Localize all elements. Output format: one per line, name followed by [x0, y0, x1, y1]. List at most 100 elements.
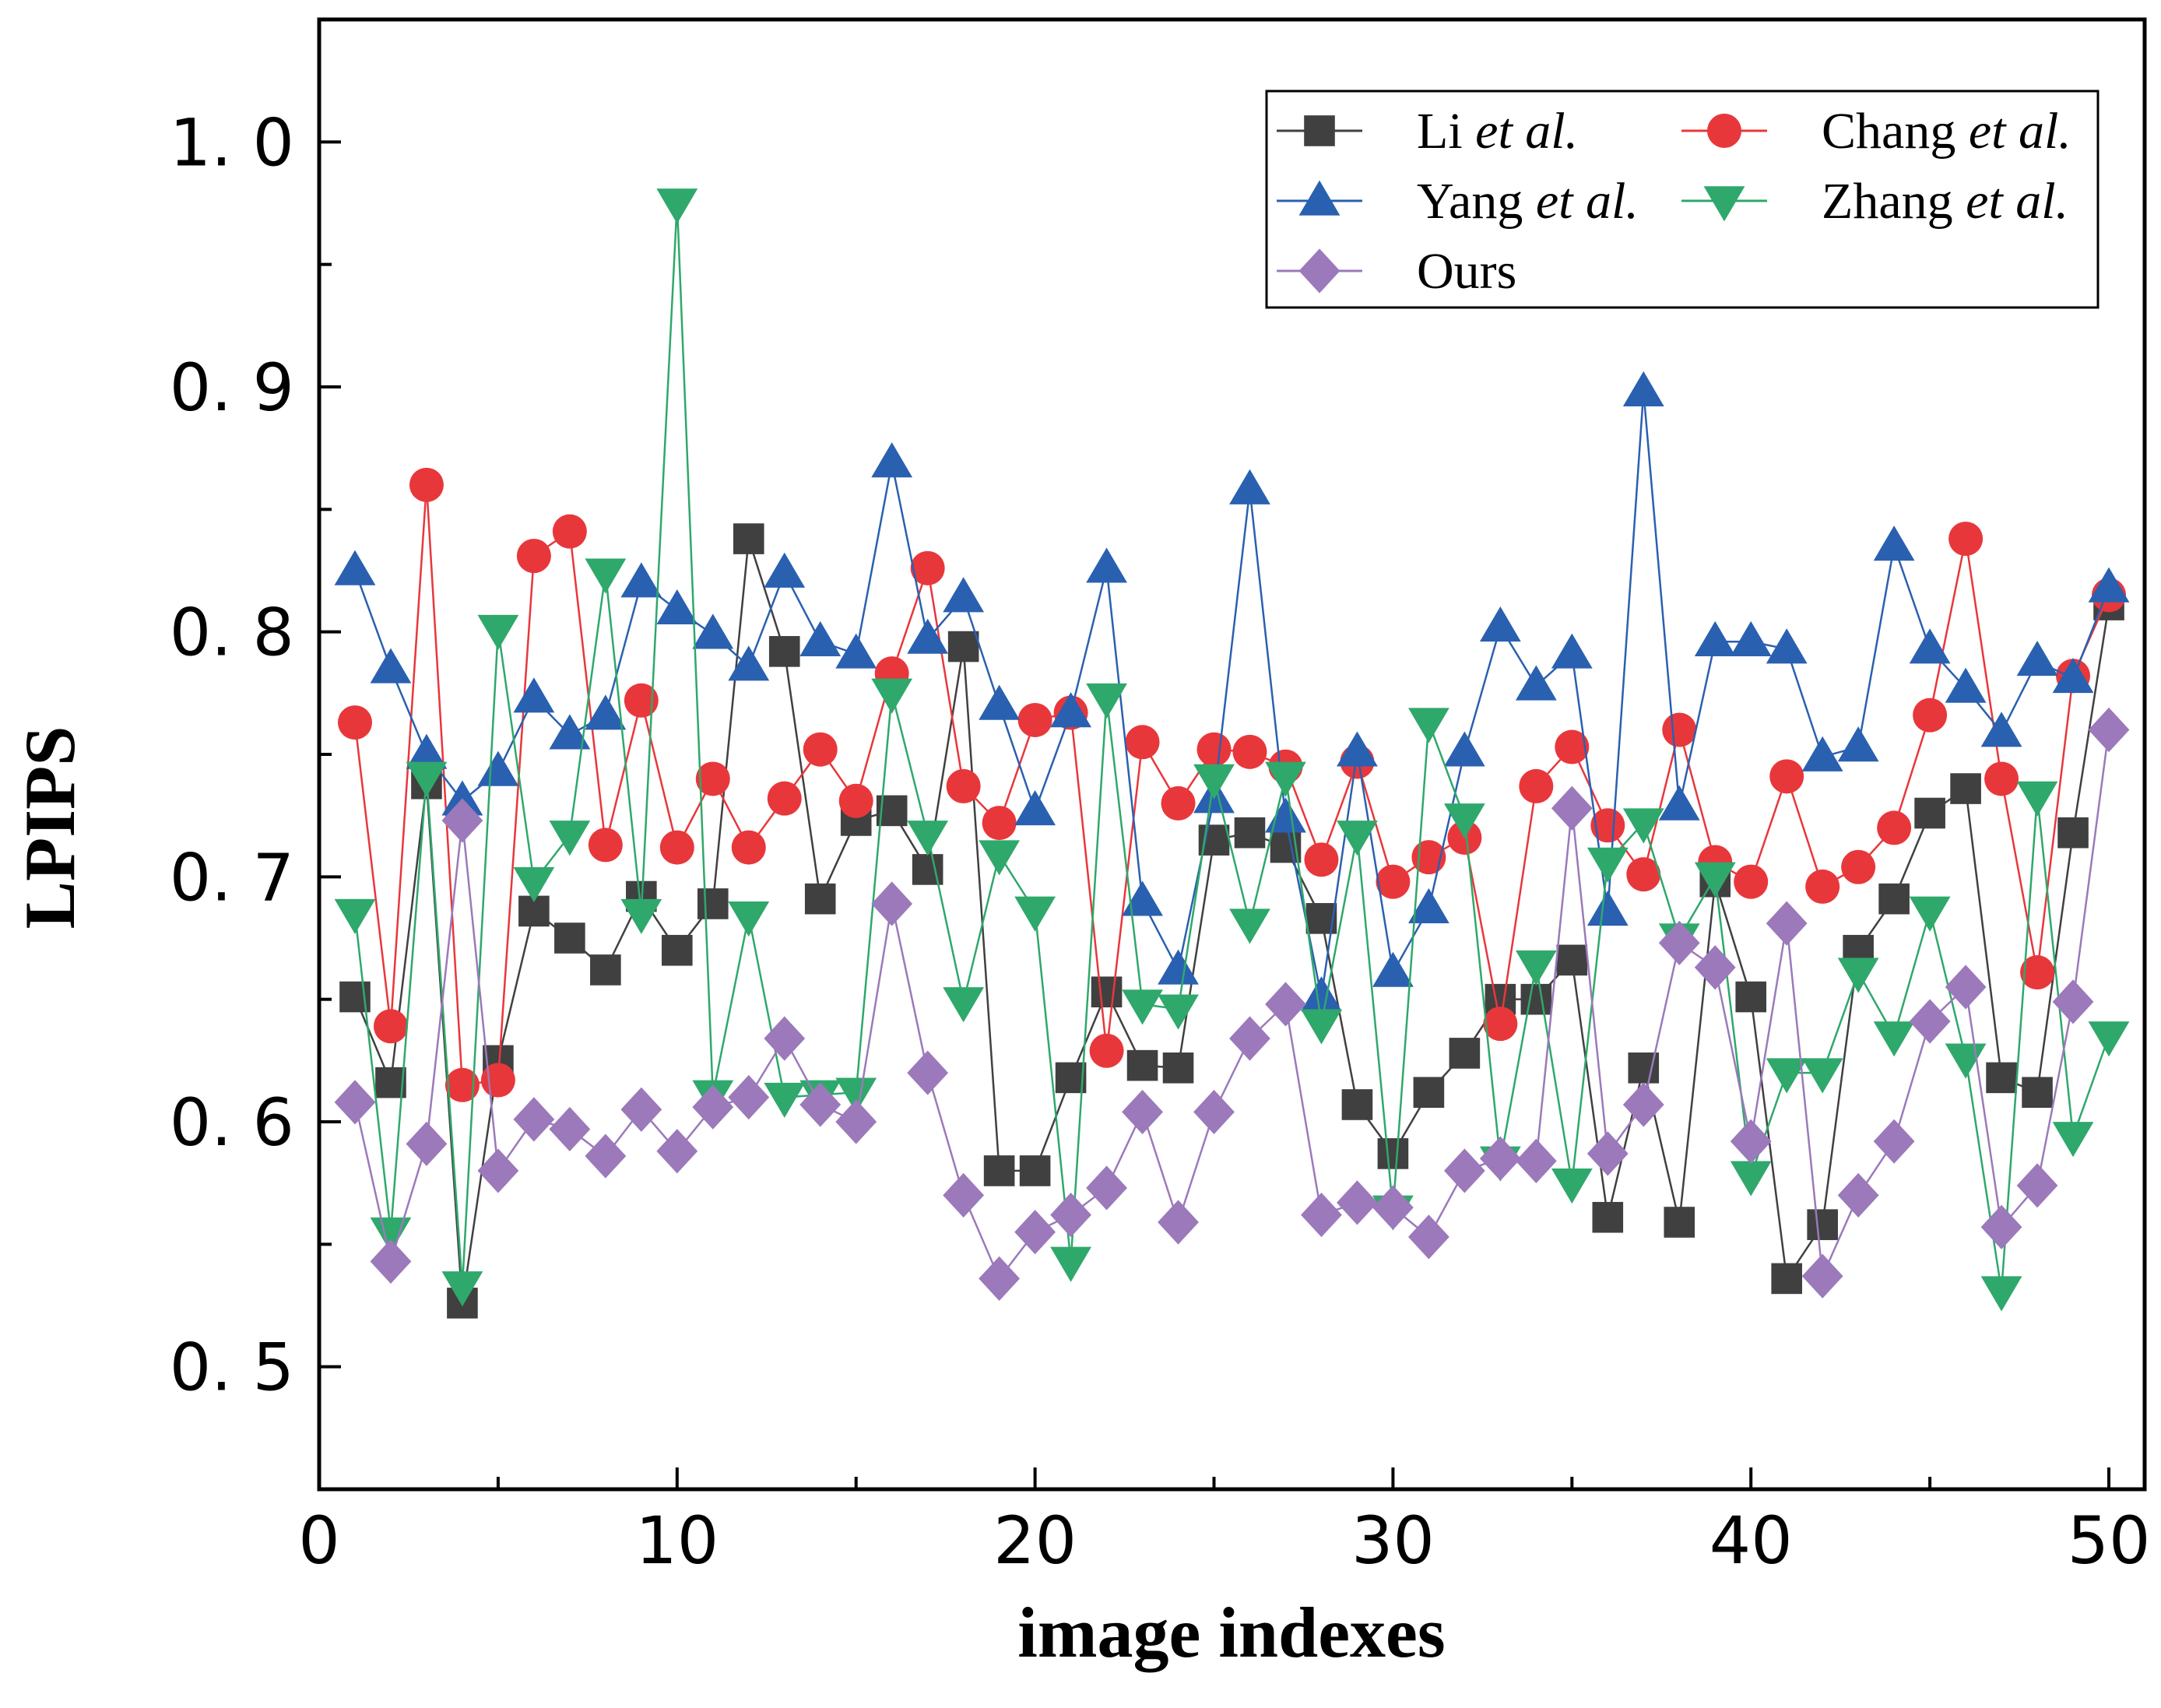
data-point-yang — [1407, 887, 1449, 923]
data-point-ours — [656, 1129, 698, 1174]
data-point-ours — [728, 1074, 770, 1120]
data-point-ours — [441, 798, 483, 843]
y-tick-label: 0. 7 — [170, 839, 294, 916]
data-point-yang — [549, 714, 591, 750]
data-point-ours — [907, 1050, 949, 1095]
data-point-li — [1126, 1049, 1158, 1081]
data-point-li — [983, 1155, 1015, 1186]
data-point-yang — [1229, 469, 1270, 504]
data-point-li — [1413, 1077, 1445, 1109]
data-point-yang — [1158, 949, 1199, 985]
data-point-zhang — [1337, 821, 1378, 856]
data-point-ours — [1622, 1082, 1664, 1127]
data-point-ours — [1873, 1119, 1915, 1164]
series-ours — [334, 707, 2130, 1301]
data-point-ours — [2088, 707, 2130, 753]
data-point-yang — [370, 648, 412, 684]
data-point-yang — [979, 684, 1021, 720]
y-axis-title: LPIPS — [10, 726, 90, 930]
data-point-yang — [1873, 525, 1915, 561]
y-tick-label: 0. 5 — [170, 1330, 294, 1406]
data-point-yang — [1730, 620, 1772, 656]
legend-label: Yang et al. — [1417, 173, 1639, 230]
data-point-ours — [1193, 1089, 1235, 1135]
x-tick-label: 20 — [993, 1502, 1077, 1579]
data-point-zhang — [1730, 1161, 1772, 1197]
data-point-zhang — [1301, 1009, 1342, 1045]
data-point-chang — [2020, 955, 2055, 990]
data-point-ours — [513, 1097, 555, 1142]
data-point-zhang — [1122, 989, 1163, 1025]
data-point-yang — [692, 613, 734, 649]
data-point-chang — [337, 705, 372, 740]
data-point-li — [804, 883, 836, 915]
data-point-chang — [1734, 864, 1769, 899]
data-point-li — [1520, 983, 1552, 1015]
data-point-yang — [477, 750, 519, 786]
data-point-ours — [1086, 1165, 1127, 1211]
legend-label: Zhang et al. — [1822, 173, 2068, 230]
data-point-yang — [1694, 620, 1736, 656]
data-point-zhang — [656, 188, 698, 224]
data-point-zhang — [441, 1271, 483, 1307]
data-point-chang — [1017, 702, 1052, 737]
data-point-li — [1950, 773, 1981, 804]
legend-item-li: Li et al. — [1277, 103, 1578, 160]
data-point-ours — [620, 1087, 662, 1132]
data-point-li — [947, 631, 979, 662]
data-point-yang — [871, 442, 913, 478]
data-point-zhang — [2088, 1021, 2130, 1057]
data-point-ours — [1014, 1210, 1056, 1255]
data-point-chang — [552, 514, 587, 549]
x-tick-label: 0 — [298, 1502, 339, 1579]
data-point-chang — [1376, 864, 1411, 899]
data-point-chang — [982, 806, 1017, 841]
data-point-zhang — [620, 898, 662, 934]
data-point-ours — [334, 1080, 376, 1125]
x-tick-label: 50 — [2068, 1502, 2151, 1579]
data-point-zhang — [1515, 950, 1557, 986]
series-zhang — [334, 188, 2130, 1312]
data-point-ours — [764, 1016, 806, 1061]
data-point-chang — [1125, 725, 1160, 760]
data-point-ours — [1050, 1192, 1091, 1238]
data-point-chang — [1304, 842, 1339, 877]
data-point-zhang — [979, 840, 1021, 876]
data-point-chang — [1841, 849, 1876, 884]
data-point-yang — [656, 589, 698, 625]
data-point-yang — [1265, 797, 1306, 833]
data-point-yang — [513, 677, 555, 713]
data-point-zhang — [1909, 896, 1951, 932]
data-point-zhang — [477, 614, 519, 650]
data-point-chang — [1161, 785, 1196, 821]
data-point-ours — [1694, 945, 1736, 990]
data-point-zhang — [1229, 908, 1270, 944]
data-point-chang — [624, 683, 659, 718]
data-point-zhang — [907, 821, 949, 856]
data-point-ours — [1122, 1089, 1163, 1135]
y-tick-label: 0. 6 — [170, 1084, 294, 1161]
data-point-yang — [1658, 785, 1700, 821]
data-point-yang — [406, 733, 448, 769]
series-line-zhang — [353, 202, 2110, 1292]
data-point-chang — [1913, 698, 1948, 733]
data-point-chang — [588, 828, 623, 863]
data-point-chang — [767, 781, 802, 816]
data-point-ours — [1766, 901, 1808, 946]
data-point-li — [1914, 797, 1945, 829]
legend-marker — [1298, 248, 1341, 293]
data-point-chang — [1519, 768, 1554, 803]
legend-marker — [1703, 186, 1745, 222]
legend-marker — [1304, 115, 1335, 146]
data-point-zhang — [764, 1082, 806, 1118]
data-point-yang — [1909, 628, 1951, 664]
data-point-ours — [370, 1239, 412, 1284]
data-point-yang — [835, 633, 877, 669]
data-point-chang — [838, 783, 873, 818]
data-point-li — [1091, 976, 1123, 1008]
data-point-ours — [1551, 785, 1593, 831]
data-point-zhang — [1086, 683, 1127, 719]
data-point-zhang — [1050, 1246, 1091, 1282]
legend-label: Chang et al. — [1822, 103, 2071, 160]
data-point-li — [697, 888, 729, 919]
